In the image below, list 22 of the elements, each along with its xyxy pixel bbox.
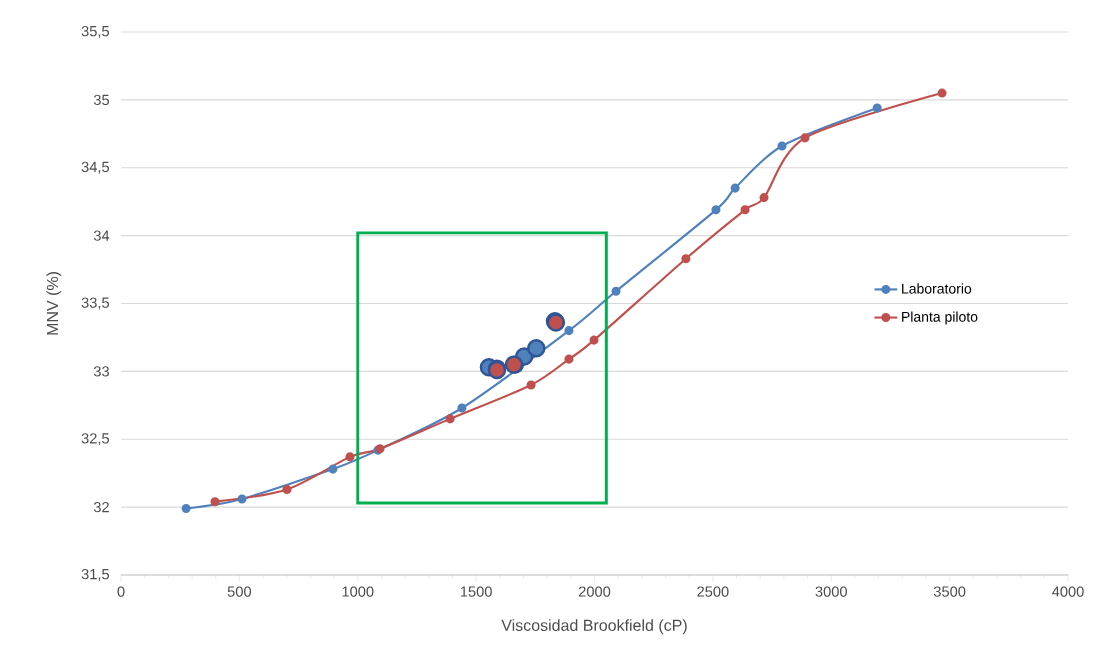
legend-label: Planta piloto xyxy=(902,311,978,325)
x-tick-label: 3000 xyxy=(815,586,847,597)
x-tick-label: 1500 xyxy=(460,586,492,597)
y-tick-label: 35 xyxy=(93,94,109,106)
y-tick-label: 34 xyxy=(93,230,110,241)
x-tick-label: 1000 xyxy=(342,586,374,597)
y-tick-label: 35,5 xyxy=(81,25,109,39)
x-tick-label: 500 xyxy=(227,586,252,597)
x-tick-label: 0 xyxy=(117,586,125,597)
legend-label: Laboratorio xyxy=(902,283,972,294)
y-tick-label: 33,5 xyxy=(81,297,109,310)
y-axis-title: MNV (%) xyxy=(46,272,62,335)
x-axis-title: Viscosidad Brookfield (cP) xyxy=(501,619,687,635)
x-tick-label: 2000 xyxy=(578,586,611,597)
x-tick-label: 2500 xyxy=(697,586,729,597)
y-tick-label: 31,5 xyxy=(81,568,109,582)
x-tick-label: 3500 xyxy=(933,586,966,597)
y-tick-label: 33 xyxy=(93,366,109,377)
x-tick-label: 4000 xyxy=(1052,586,1084,597)
y-tick-label: 32,5 xyxy=(81,433,109,446)
y-tick-label: 34,5 xyxy=(81,161,109,174)
y-tick-label: 32 xyxy=(93,501,109,513)
